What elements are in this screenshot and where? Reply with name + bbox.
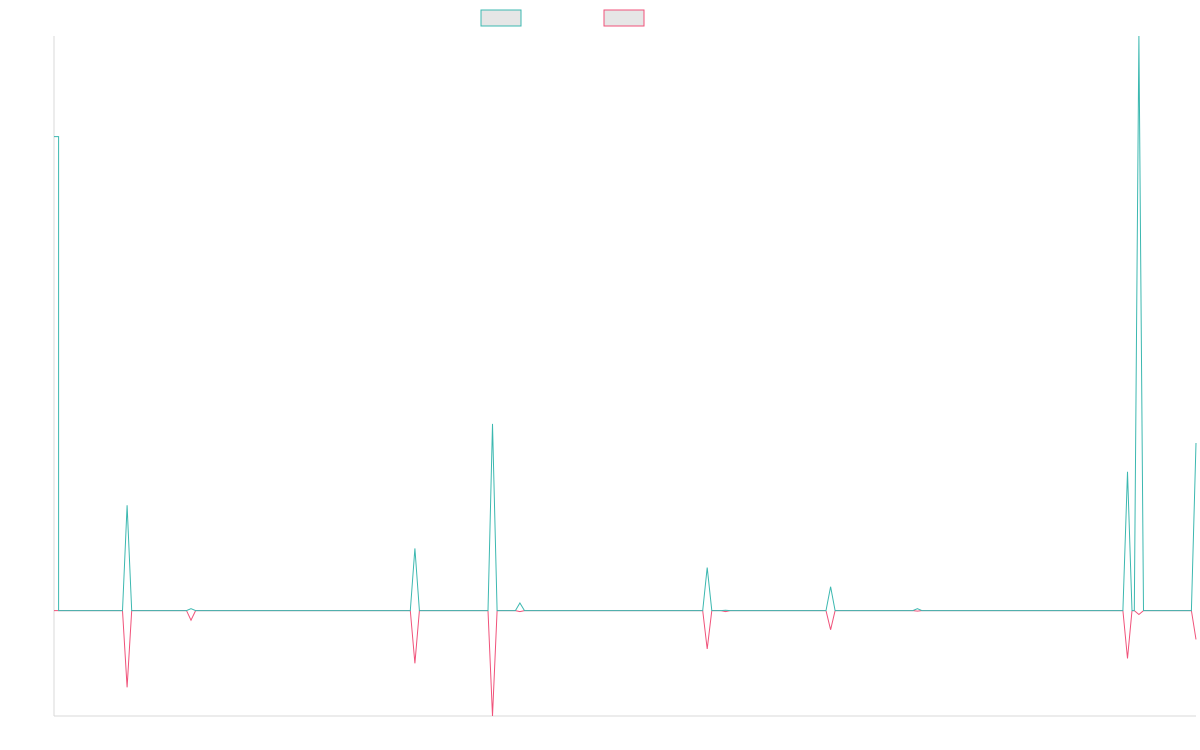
legend-swatch-pink[interactable] [603, 9, 645, 27]
series-line-teal [54, 35, 1197, 612]
series-line-pink [54, 610, 1197, 717]
legend [480, 9, 645, 27]
axes [53, 36, 1196, 717]
legend-swatch-teal[interactable] [480, 9, 522, 27]
series-group [54, 35, 1197, 717]
